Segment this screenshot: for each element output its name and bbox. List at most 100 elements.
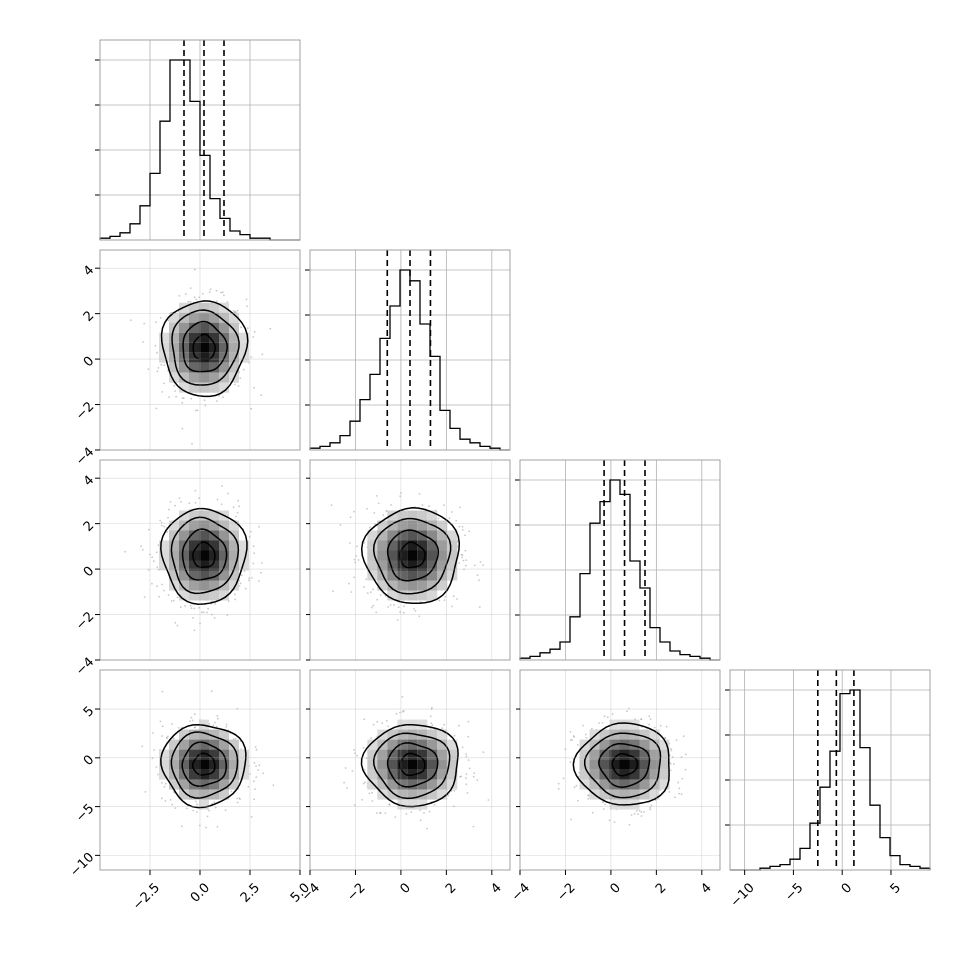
density-cell	[229, 520, 239, 531]
x-tick-label: 2	[443, 880, 459, 896]
scatter-point	[191, 719, 194, 722]
y-tick-label: −4	[73, 655, 97, 679]
scatter-point	[675, 739, 678, 741]
scatter-point	[226, 301, 229, 303]
scatter-point	[174, 504, 176, 507]
scatter-point	[153, 749, 156, 751]
scatter-point	[467, 720, 470, 723]
density-cell	[179, 342, 189, 353]
histogram-step-4	[730, 689, 931, 871]
contour-level-3	[170, 731, 239, 799]
scatter-point	[461, 746, 464, 749]
density-cell	[179, 590, 189, 601]
scatter-point	[160, 363, 163, 366]
scatter-point	[156, 370, 159, 373]
contour-level-4	[160, 507, 248, 605]
scatter-point	[148, 528, 150, 531]
scatter-point	[159, 720, 162, 723]
panel-frame	[309, 459, 511, 661]
density-cell	[219, 570, 229, 581]
density-cell	[437, 540, 448, 551]
x-tick-label: 5	[888, 880, 904, 896]
density-cell	[229, 322, 239, 333]
scatter-point	[455, 519, 458, 522]
scatter-point	[428, 810, 431, 813]
density-cell	[199, 759, 209, 770]
density-cell	[387, 789, 398, 800]
scatter-point	[573, 786, 576, 789]
y-tick-label: 0	[81, 354, 97, 370]
scatter-point	[234, 598, 237, 601]
scatter-point	[215, 289, 218, 292]
density-cell	[407, 729, 418, 740]
histogram-panel-1	[95, 39, 301, 241]
density-cell	[199, 362, 209, 373]
density-cell	[189, 590, 199, 601]
scatter-point	[181, 397, 184, 399]
scatter-point	[216, 825, 219, 828]
density-cell	[377, 540, 388, 551]
scatter-point	[248, 579, 250, 582]
density-cell	[589, 779, 600, 790]
scatter-point	[167, 735, 169, 738]
scatter-point	[613, 821, 616, 823]
density-cell	[367, 779, 378, 790]
density-cell	[209, 372, 219, 383]
histogram-panel-4	[725, 669, 931, 871]
scatter-point	[478, 606, 481, 608]
density-cell	[609, 759, 620, 770]
density-cell	[199, 590, 209, 601]
scatter-point	[438, 599, 441, 602]
scatter-point	[664, 736, 667, 739]
density-cell	[447, 749, 458, 760]
scatter-point	[468, 530, 471, 533]
density-cell	[209, 332, 219, 343]
scatter-point	[237, 385, 240, 387]
scatter-point	[670, 748, 672, 750]
scatter-point	[201, 611, 203, 614]
density-cell	[397, 779, 408, 790]
scatter-point	[169, 501, 172, 503]
scatter-point	[418, 493, 421, 495]
scatter-point	[606, 716, 609, 719]
y-tick-label: 4	[81, 263, 97, 279]
density-cell	[219, 789, 229, 800]
scatter-point	[155, 766, 158, 768]
density-cell	[229, 759, 239, 770]
density-cell	[189, 769, 199, 780]
density-cell	[407, 799, 418, 810]
contour-level-2	[386, 742, 439, 788]
scatter-point	[144, 791, 147, 793]
density-cell	[427, 729, 438, 740]
scatter-point	[252, 562, 255, 565]
density-cell	[427, 580, 438, 591]
scatter-point	[368, 792, 371, 795]
density-cell	[199, 382, 209, 393]
scatter-point	[180, 501, 183, 503]
contour-level-1	[192, 541, 216, 568]
scatter-point	[163, 525, 166, 528]
density-cell	[417, 789, 428, 800]
density-cell	[209, 779, 219, 790]
scatter-point	[443, 723, 445, 726]
density-cell	[387, 779, 398, 790]
scatter-point	[467, 759, 470, 761]
scatter-point	[602, 808, 605, 810]
scatter-point	[171, 803, 174, 806]
density-cell	[407, 590, 418, 601]
density-cell	[199, 312, 209, 323]
scatter-point	[421, 504, 424, 506]
scatter-point	[413, 607, 415, 610]
density-cell	[239, 560, 249, 571]
density-cell	[189, 302, 199, 313]
density-cell	[209, 352, 219, 363]
density-cell	[169, 342, 179, 353]
density-cell	[179, 580, 189, 591]
panel-frame	[729, 669, 931, 871]
scatter-point	[397, 606, 400, 608]
density-cell	[427, 570, 438, 581]
histogram-step-1	[99, 59, 300, 241]
density-cell	[209, 789, 219, 800]
density-cell	[387, 769, 398, 780]
scatter-point	[157, 544, 160, 547]
